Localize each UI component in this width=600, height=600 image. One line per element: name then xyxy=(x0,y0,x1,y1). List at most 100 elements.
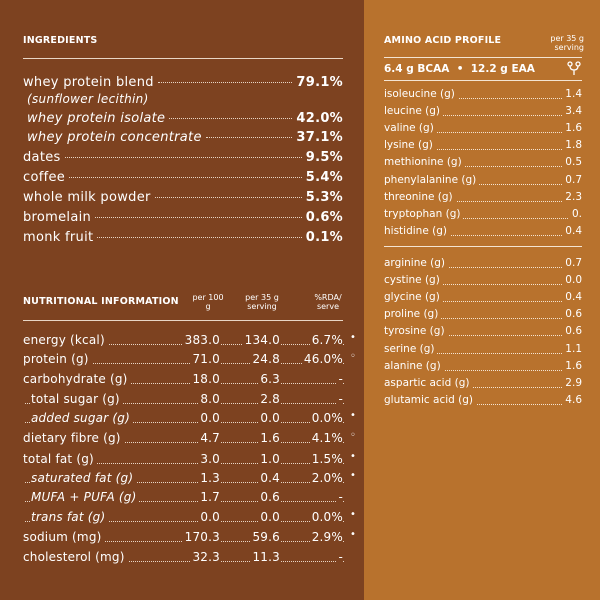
per100-value: 8.0 xyxy=(198,392,220,406)
amino-row: tyrosine (g) 0.6 xyxy=(384,325,582,341)
ingredient-row: coffee 5.4% xyxy=(23,170,343,185)
amino-label: methionine (g) xyxy=(384,156,465,169)
amino-value: 3.4 xyxy=(562,105,582,118)
nutrient-label: saturated fat (g) xyxy=(31,471,137,485)
leader-dots xyxy=(386,115,580,117)
leader-dots xyxy=(25,482,344,483)
leader-dots xyxy=(386,183,580,185)
per100-value: 1.7 xyxy=(198,490,220,504)
ingredient-row: dates 9.5% xyxy=(23,150,343,165)
amino-value: 1.6 xyxy=(562,359,582,372)
nutrient-label: cholesterol (mg) xyxy=(23,550,128,564)
amino-row: alanine (g) 1.6 xyxy=(384,359,582,376)
amino-heading: AMINO ACID PROFILE xyxy=(384,35,502,46)
amino-value: 1.4 xyxy=(562,88,582,100)
leader-dots xyxy=(386,318,580,320)
amino-col-heading: per 35 g serving xyxy=(550,34,584,52)
amino-label: lysine (g) xyxy=(384,139,436,152)
amino-value: 1.6 xyxy=(562,122,582,135)
per100-value: 71.0 xyxy=(190,352,220,366)
leader-dots xyxy=(25,363,344,364)
nutrient-label: added sugar (g) xyxy=(31,411,133,425)
serving-value: 11.3 xyxy=(250,550,280,564)
rda-value: 6.7% xyxy=(309,333,343,347)
ingredient-row: monk fruit 0.1% xyxy=(23,230,343,245)
rda-marker: • xyxy=(349,332,357,343)
ingredient-label: monk fruit xyxy=(23,230,94,245)
amino-row: arginine (g) 0.7 xyxy=(384,257,582,273)
rda-marker: ◦ xyxy=(349,351,357,362)
per100-value: 4.7 xyxy=(198,431,220,445)
amino-label: proline (g) xyxy=(384,308,442,321)
amino-value: 0.7 xyxy=(562,173,582,186)
nutrient-label: protein (g) xyxy=(23,352,92,366)
leader-dots xyxy=(386,132,580,134)
nutrition-row: energy (kcal) 383.0 134.0 6.7% • xyxy=(23,332,358,351)
rda-value: - xyxy=(336,372,343,386)
leader-dots xyxy=(386,149,580,151)
leader-dots xyxy=(205,137,293,138)
leader-dots xyxy=(386,267,580,268)
ingredient-row: whey protein concentrate 37.1% xyxy=(27,130,343,145)
leader-dots xyxy=(386,335,580,337)
nutrition-row: total fat (g) 3.0 1.0 1.5% • xyxy=(23,451,358,470)
leader-dots xyxy=(386,98,580,99)
serving-value: 6.3 xyxy=(258,372,280,386)
per100-value: 3.0 xyxy=(198,452,220,466)
leader-dots xyxy=(386,200,580,202)
col-rda-heading: %RDA/ serve xyxy=(314,293,342,311)
nutrition-row: trans fat (g) 0.0 0.0 0.0% • xyxy=(23,509,358,528)
per100-value: 18.0 xyxy=(190,372,220,386)
amino-value: 0.4 xyxy=(562,291,582,304)
amino-value: 0.4 xyxy=(562,224,582,237)
amino-summary: 6.4 g BCAA • 12.2 g EAA xyxy=(384,63,535,75)
ingredient-value: 5.3% xyxy=(305,190,343,205)
leader-dots xyxy=(25,501,344,502)
leader-dots xyxy=(69,177,302,178)
nutrition-row: added sugar (g) 0.0 0.0 0.0% • xyxy=(23,410,358,429)
nutrient-label: sodium (mg) xyxy=(23,530,105,544)
rda-value: 46.0% xyxy=(301,352,343,366)
leader-dots xyxy=(386,301,580,303)
amino-row: phenylalanine (g) 0.7 xyxy=(384,173,582,190)
rda-marker: ◦ xyxy=(349,430,357,441)
nutrient-label: carbohydrate (g) xyxy=(23,372,131,386)
ingredient-label: dates xyxy=(23,150,61,165)
amino-value: 0.7 xyxy=(562,257,582,269)
leader-dots xyxy=(386,386,580,388)
ingredient-value: 37.1% xyxy=(296,130,343,145)
amino-row: valine (g) 1.6 xyxy=(384,122,582,138)
amino-group-divider xyxy=(384,246,582,247)
nutrient-label: total sugar (g) xyxy=(31,392,123,406)
rda-value: 0.0% xyxy=(309,510,343,524)
ingredient-label: whey protein blend xyxy=(23,75,154,90)
amino-row: glutamic acid (g) 4.6 xyxy=(384,393,582,410)
serving-value: 1.6 xyxy=(258,431,280,445)
ingredient-row: whole milk powder 5.3% xyxy=(23,190,343,205)
leader-dots xyxy=(154,197,302,198)
amino-row: glycine (g) 0.4 xyxy=(384,291,582,307)
amino-value: 2.3 xyxy=(562,190,582,203)
amino-value: 0.6 xyxy=(562,325,582,338)
leader-dots xyxy=(386,403,580,405)
leader-dots xyxy=(25,403,344,404)
nutrition-row: saturated fat (g) 1.3 0.4 2.0% • xyxy=(23,470,358,489)
rda-value: 4.1% xyxy=(309,431,343,445)
per100-value: 0.0 xyxy=(198,411,220,425)
leader-dots xyxy=(386,352,580,354)
rda-value: 2.0% xyxy=(309,471,343,485)
rda-marker: • xyxy=(349,410,357,421)
rda-marker: • xyxy=(349,451,357,462)
leader-dots xyxy=(386,234,580,236)
serving-value: 1.0 xyxy=(258,452,280,466)
amino-label: tyrosine (g) xyxy=(384,325,448,338)
amino-value: 4.6 xyxy=(562,393,582,406)
amino-row: histidine (g) 0.4 xyxy=(384,224,582,241)
amino-row: cystine (g) 0.0 xyxy=(384,274,582,290)
nutrition-row: carbohydrate (g) 18.0 6.3 - xyxy=(23,372,358,390)
amino-label: aspartic acid (g) xyxy=(384,376,473,389)
amino-label: threonine (g) xyxy=(384,190,456,203)
ingredient-label: whey protein isolate xyxy=(27,111,166,126)
nutrition-heading: NUTRITIONAL INFORMATION xyxy=(23,296,179,307)
leader-dots xyxy=(95,217,302,218)
